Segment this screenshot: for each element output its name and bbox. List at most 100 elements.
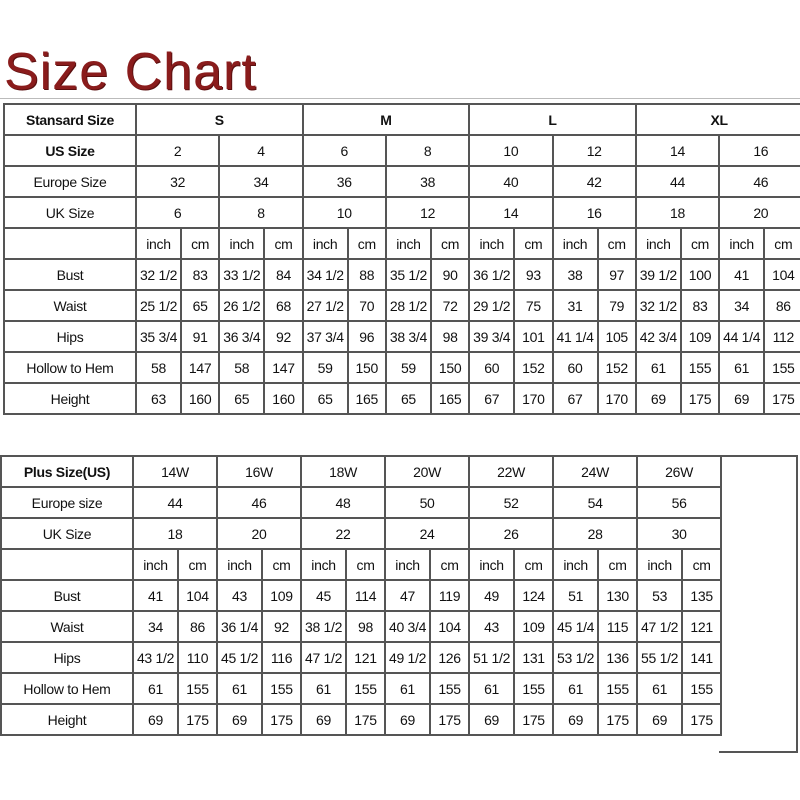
measurement-value: 36 1/2 <box>468 258 516 291</box>
measurement-value: 61 <box>300 672 348 705</box>
measurement-value: 58 <box>135 351 182 384</box>
measurement-value: 124 <box>513 579 555 612</box>
measurement-value: 90 <box>429 258 471 291</box>
size-value: 16 <box>551 196 637 229</box>
measurement-value: 98 <box>345 610 387 643</box>
size-value: 18W <box>300 455 387 488</box>
measurement-value: 72 <box>429 289 471 322</box>
measurement-value: 165 <box>346 382 387 415</box>
measurement-value: 40 3/4 <box>384 610 432 643</box>
unit-cm: cm <box>763 227 800 260</box>
size-value: 10 <box>301 196 387 229</box>
row-label: UK Size <box>0 517 134 550</box>
measurement-value: 36 3/4 <box>218 320 266 353</box>
measurement-value: 51 1/2 <box>468 641 516 674</box>
measurement-value: 42 3/4 <box>634 320 682 353</box>
measurement-value: 175 <box>429 703 471 736</box>
measurement-value: 150 <box>346 351 387 384</box>
measurement-value: 75 <box>513 289 554 322</box>
measurement-value: 69 <box>634 382 682 415</box>
measurement-value: 83 <box>179 258 221 291</box>
measurement-value: 65 <box>301 382 349 415</box>
table-row: US Size 2 4 6 8 10 12 14 16 <box>3 134 800 167</box>
measurement-value: 175 <box>261 703 303 736</box>
measurement-row: Height 69 175 69 175 69 175 69 175 69 175 69 175 69 17… <box>0 703 723 736</box>
size-value: 16 <box>718 134 800 167</box>
size-value: 6 <box>301 134 387 167</box>
measurement-row: Hollow to Hem 61 155 61 155 61 155 61 155 61 155 61… <box>0 672 723 705</box>
measurement-value: 58 <box>218 351 266 384</box>
size-value: 8 <box>218 196 304 229</box>
measurement-value: 69 <box>132 703 179 736</box>
measurement-value: 65 <box>384 382 432 415</box>
measurement-value: 34 <box>132 610 179 643</box>
measurement-value: 69 <box>384 703 432 736</box>
row-label: Waist <box>3 289 137 322</box>
measurement-value: 98 <box>429 320 471 353</box>
size-value: 50 <box>384 486 471 519</box>
measurement-value: 49 1/2 <box>384 641 432 674</box>
measurement-value: 33 1/2 <box>218 258 266 291</box>
measurement-value: 43 <box>216 579 264 612</box>
unit-inch: inch <box>135 227 182 260</box>
measurement-value: 36 1/4 <box>216 610 264 643</box>
measurement-value: 34 <box>718 289 766 322</box>
measurement-value: 92 <box>261 610 303 643</box>
row-label: US Size <box>3 134 137 167</box>
measurement-value: 60 <box>468 351 516 384</box>
size-value: 20W <box>384 455 471 488</box>
unit-cm: cm <box>429 548 471 581</box>
row-label: Europe Size <box>3 165 137 198</box>
measurement-value: 97 <box>596 258 637 291</box>
measurement-value: 175 <box>513 703 555 736</box>
unit-cm: cm <box>346 227 387 260</box>
measurement-value: 69 <box>216 703 264 736</box>
size-value: 26 <box>468 517 555 550</box>
unit-cm: cm <box>513 227 554 260</box>
measurement-value: 61 <box>132 672 179 705</box>
measurement-value: 175 <box>345 703 387 736</box>
size-value: 6 <box>134 196 221 229</box>
measurement-value: 155 <box>513 672 555 705</box>
row-label: Bust <box>0 579 134 612</box>
row-label: Plus Size(US) <box>0 455 134 488</box>
title-divider <box>0 98 800 99</box>
size-value: 20 <box>718 196 800 229</box>
measurement-value: 165 <box>429 382 471 415</box>
unit-inch: inch <box>301 227 349 260</box>
measurement-value: 141 <box>681 641 723 674</box>
measurement-value: 59 <box>384 351 432 384</box>
row-label: Hips <box>3 320 137 353</box>
measurement-value: 39 3/4 <box>468 320 516 353</box>
measurement-value: 114 <box>345 579 387 612</box>
measurement-value: 53 <box>636 579 684 612</box>
unit-cm: cm <box>513 548 555 581</box>
table-row: Europe Size 32 34 36 38 40 42 44 46 <box>3 165 800 198</box>
size-value: 46 <box>216 486 303 519</box>
size-value: 4 <box>218 134 304 167</box>
measurement-value: 121 <box>345 641 387 674</box>
measurement-value: 160 <box>263 382 304 415</box>
measurement-value: 26 1/2 <box>218 289 266 322</box>
measurement-value: 31 <box>551 289 599 322</box>
measurement-value: 152 <box>596 351 637 384</box>
row-label: Hips <box>0 641 134 674</box>
measurement-value: 155 <box>763 351 800 384</box>
unit-inch: inch <box>384 227 432 260</box>
size-value: 12 <box>551 134 637 167</box>
measurement-value: 92 <box>263 320 304 353</box>
measurement-value: 59 <box>301 351 349 384</box>
measurement-value: 152 <box>513 351 554 384</box>
measurement-value: 35 3/4 <box>135 320 182 353</box>
standard-size-table: Stansard Size S M L XL US Size 2 4 6 8 10 12 14 16 Eur… <box>3 103 800 415</box>
measurement-row: Hips 43 1/2 110 45 1/2 116 47 1/2 121 49 1/2 126… <box>0 641 723 674</box>
measurement-row: Height 63 160 65 160 65 165 65 165 67 170 67 170 69 17… <box>3 382 800 415</box>
unit-row: inch cm inch cm inch cm inch cm inch cm inch cm inch… <box>0 548 723 581</box>
size-value: 52 <box>468 486 555 519</box>
size-group-header: M <box>301 103 471 136</box>
measurement-value: 61 <box>634 351 682 384</box>
measurement-value: 147 <box>263 351 304 384</box>
measurement-value: 65 <box>218 382 266 415</box>
measurement-value: 61 <box>384 672 432 705</box>
table-row: Plus Size(US) 14W 16W 18W 20W 22W 24W 26W <box>0 455 723 488</box>
